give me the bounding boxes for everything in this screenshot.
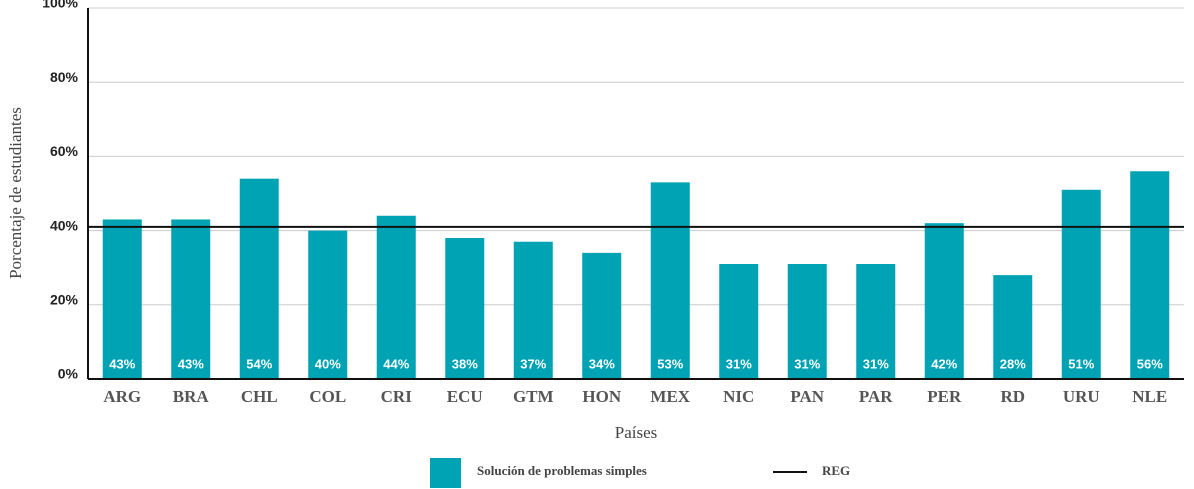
bar: [171, 219, 211, 379]
x-tick-label: MEX: [650, 387, 690, 406]
value-label: 42%: [931, 356, 957, 371]
bar: [102, 219, 142, 379]
y-tick-label: 40%: [50, 217, 79, 233]
value-label: 28%: [1000, 356, 1026, 371]
bar: [856, 263, 896, 379]
bar: [924, 223, 964, 379]
value-label: 56%: [1137, 356, 1163, 371]
x-tick-label: PAR: [859, 387, 893, 406]
bar: [719, 263, 759, 379]
y-axis-title: Porcentaje de estudiantes: [6, 107, 25, 279]
value-label: 54%: [246, 356, 272, 371]
x-tick-label: HON: [582, 387, 621, 406]
legend-label: Solución de problemas simples: [477, 463, 647, 478]
x-tick-label: RD: [1000, 387, 1025, 406]
value-label: 53%: [657, 356, 683, 371]
value-label: 43%: [178, 356, 204, 371]
value-label: 40%: [315, 356, 341, 371]
value-label: 34%: [589, 356, 615, 371]
bar: [787, 263, 827, 379]
value-label: 31%: [863, 356, 889, 371]
x-tick-label: NLE: [1132, 387, 1167, 406]
value-label: 38%: [452, 356, 478, 371]
x-tick-label: PER: [927, 387, 962, 406]
x-tick-label: BRA: [173, 387, 210, 406]
y-tick-label: 20%: [50, 292, 79, 308]
x-tick-label: CHL: [241, 387, 278, 406]
bar: [308, 230, 348, 379]
bar: [1130, 171, 1170, 379]
x-tick-label: URU: [1063, 387, 1100, 406]
x-tick-label: GTM: [513, 387, 554, 406]
legend-swatch: [430, 458, 461, 488]
bar: [1061, 189, 1101, 379]
value-label: 43%: [109, 356, 135, 371]
bar: [513, 241, 553, 379]
x-tick-label: ECU: [447, 387, 483, 406]
y-tick-label: 60%: [50, 143, 79, 159]
bar: [445, 238, 485, 379]
y-tick-label: 100%: [42, 0, 78, 11]
x-tick-label: COL: [309, 387, 346, 406]
y-tick-label: 80%: [50, 69, 79, 85]
x-axis-title: Países: [615, 423, 658, 442]
bar: [650, 182, 690, 379]
bar: [376, 215, 416, 379]
bar: [993, 275, 1033, 379]
y-tick-label: 0%: [58, 366, 79, 382]
value-label: 44%: [383, 356, 409, 371]
bar: [582, 252, 622, 379]
legend-label: REG: [822, 463, 850, 478]
x-tick-label: PAN: [790, 387, 824, 406]
x-tick-label: NIC: [723, 387, 754, 406]
bar: [239, 178, 279, 379]
x-tick-label: CRI: [381, 387, 413, 406]
value-label: 51%: [1068, 356, 1094, 371]
x-tick-label: ARG: [103, 387, 141, 406]
value-label: 31%: [726, 356, 752, 371]
value-label: 31%: [794, 356, 820, 371]
value-label: 37%: [520, 356, 546, 371]
